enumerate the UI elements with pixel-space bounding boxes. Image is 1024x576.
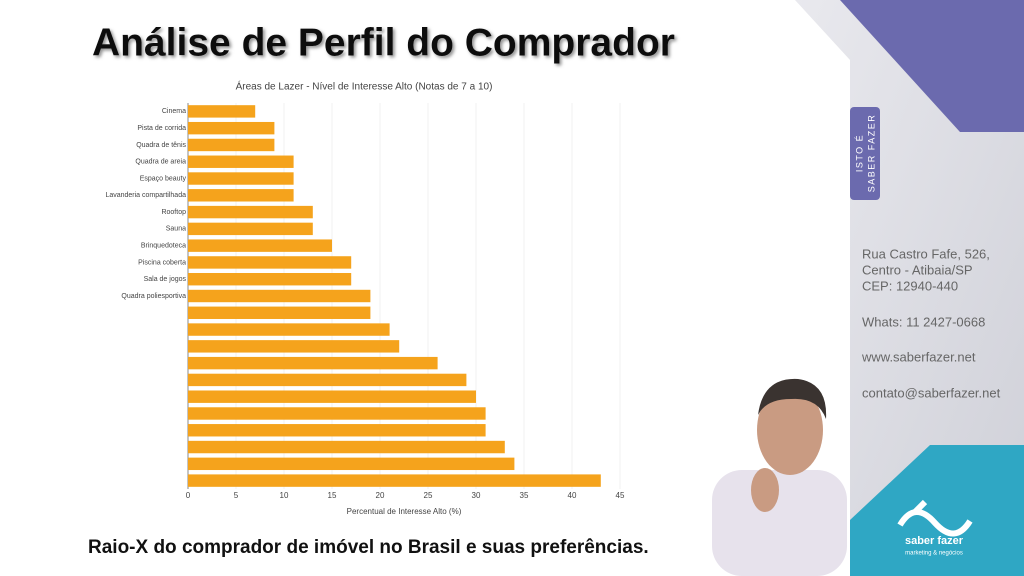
slide-title: Análise de Perfil do Comprador [92,21,675,64]
x-tick-label: 15 [328,491,337,500]
tab-text: SABER FAZER [866,114,876,193]
bar [188,340,400,353]
x-tick-label: 30 [472,491,481,500]
x-tick-label: 35 [520,491,529,500]
x-axis-label: Percentual de Interesse Alto (%) [347,507,462,516]
corner-shape [840,0,1024,132]
bar [188,440,505,454]
logo-panel [850,445,1024,576]
bar [188,323,390,336]
bar [188,155,294,168]
y-tick-label: Cinema [162,108,186,115]
bar [188,474,601,487]
x-tick-label: 40 [568,491,577,500]
tab [850,107,880,200]
tab-text: ISTO É [854,134,864,172]
logo-tagline: marketing & negócios [905,551,963,557]
contact-line: Centro - Atibaia/SP [862,262,973,277]
y-tick-label: Lavanderia compartilhada [105,192,186,199]
y-tick-label: Espaço beauty [140,175,187,182]
logo-mark [897,499,973,537]
x-tick-label: 5 [234,491,239,500]
bar [188,256,352,269]
y-tick-label: Sala de jogos [144,276,187,283]
chart: Áreas de Lazer - Nível de Interesse Alto… [105,80,625,516]
bar [188,105,256,118]
bar [188,457,515,471]
y-tick-label: Quadra poliesportiva [121,293,186,300]
bar [188,373,467,387]
bar [188,189,294,202]
bar [188,407,486,420]
y-tick-label: Quadra de tênis [136,142,186,149]
bar [188,306,371,319]
chart-title: Áreas de Lazer - Nível de Interesse Alto… [236,80,493,93]
y-tick-label: Pista de corrida [137,125,186,132]
caption: Raio-X do comprador de imóvel no Brasil … [88,537,649,558]
y-tick-label: Sauna [166,226,186,233]
bar [188,121,275,135]
x-tick-label: 0 [186,491,191,500]
y-tick-label: Brinquedoteca [141,242,186,249]
contact-line: www.saberfazer.net [861,349,976,364]
contact-line: contato@saberfazer.net [862,385,1001,400]
logo-name: saber fazer [905,535,964,547]
bar [188,289,371,303]
x-tick-label: 45 [616,491,625,500]
person [712,378,847,576]
bar [188,138,275,152]
bar [188,424,486,437]
bar [188,239,332,252]
bar [188,273,352,286]
x-tick-label: 10 [280,491,289,500]
contact-line: CEP: 12940-440 [862,278,958,293]
bar [188,222,313,236]
y-tick-label: Piscina coberta [138,259,186,266]
bar [188,390,476,403]
contact: Rua Castro Fafe, 526, Centro - Atibaia/S… [861,246,1001,400]
x-tick-label: 20 [376,491,385,500]
bar [188,172,294,185]
contact-line: Whats: 11 2427-0668 [862,314,985,329]
x-tick-label: 25 [424,491,433,500]
bar [188,356,438,370]
y-tick-label: Quadra de areia [135,159,186,166]
y-tick-label: Rooftop [161,209,186,216]
bar [188,205,313,219]
contact-line: Rua Castro Fafe, 526, [862,246,990,261]
